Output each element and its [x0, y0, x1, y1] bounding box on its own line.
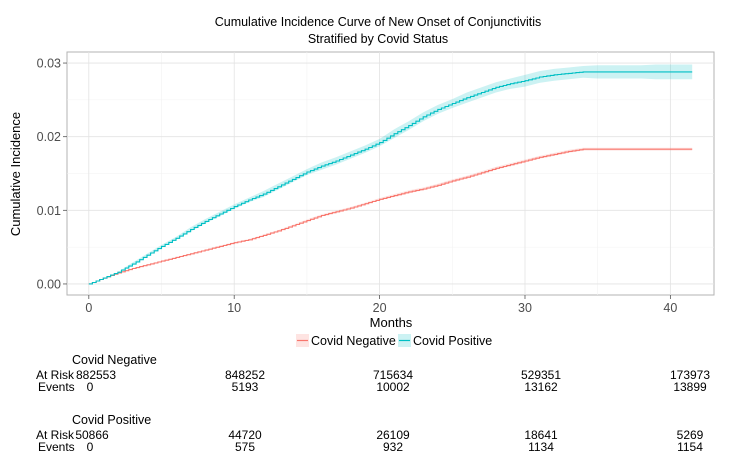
risk-group-title: Covid Positive — [72, 413, 152, 427]
y-tick-label: 0.01 — [37, 204, 61, 218]
x-tick-label: 30 — [518, 301, 532, 315]
events-value: 575 — [234, 440, 256, 454]
grid — [67, 52, 714, 295]
x-tick-label: 0 — [85, 301, 92, 315]
axes: 0 10 20 30 40 0.00 0.01 0.02 0.03 — [37, 57, 678, 315]
y-tick-label: 0.02 — [37, 130, 61, 144]
events-value: 0 — [86, 380, 94, 394]
at-risk-value: 715634 — [372, 368, 414, 382]
events-value: 0 — [86, 440, 94, 454]
at-risk-value: 18641 — [524, 428, 558, 442]
legend-label-covid-negative: Covid Negative — [311, 334, 396, 348]
legend-label-covid-positive: Covid Positive — [413, 334, 492, 348]
x-tick-label: 20 — [373, 301, 387, 315]
risk-group-title: Covid Negative — [72, 353, 157, 367]
chart-subtitle: Stratified by Covid Status — [308, 32, 448, 46]
y-axis-label: Cumulative Incidence — [8, 112, 23, 236]
x-axis-label: Months — [370, 315, 413, 330]
at-risk-value: 848252 — [224, 368, 266, 382]
events-value: 13162 — [524, 380, 558, 394]
y-tick-label: 0.03 — [37, 57, 61, 71]
y-tick-label: 0.00 — [37, 277, 61, 291]
series-line-covid-positive — [88, 71, 693, 285]
at-risk-value: 173973 — [669, 368, 711, 382]
at-risk-row-label: At Risk — [36, 428, 75, 442]
events-value: 1134 — [528, 440, 554, 454]
events-value: 10002 — [376, 380, 410, 394]
at-risk-value: 44720 — [228, 428, 262, 442]
events-row-label: Events — [38, 440, 75, 454]
at-risk-value: 529351 — [520, 368, 562, 382]
cumulative-incidence-chart: Cumulative Incidence Curve of New Onset … — [8, 15, 715, 348]
events-row-label: Events — [38, 380, 75, 394]
events-value: 13899 — [673, 380, 707, 394]
events-value: 1154 — [677, 440, 703, 454]
at-risk-value: 26109 — [376, 428, 410, 442]
chart-title: Cumulative Incidence Curve of New Onset … — [215, 15, 542, 29]
legend: Covid Negative Covid Positive — [296, 334, 492, 348]
at-risk-value: 882553 — [75, 368, 117, 382]
at-risk-value: 50866 — [75, 428, 109, 442]
x-tick-label: 40 — [663, 301, 677, 315]
at-risk-value: 5269 — [676, 428, 704, 442]
at-risk-row-label: At Risk — [36, 368, 75, 382]
events-value: 5193 — [231, 380, 259, 394]
series-lines — [88, 71, 693, 285]
x-tick-label: 10 — [227, 301, 241, 315]
events-value: 932 — [382, 440, 404, 454]
series-line-covid-negative — [88, 148, 693, 285]
